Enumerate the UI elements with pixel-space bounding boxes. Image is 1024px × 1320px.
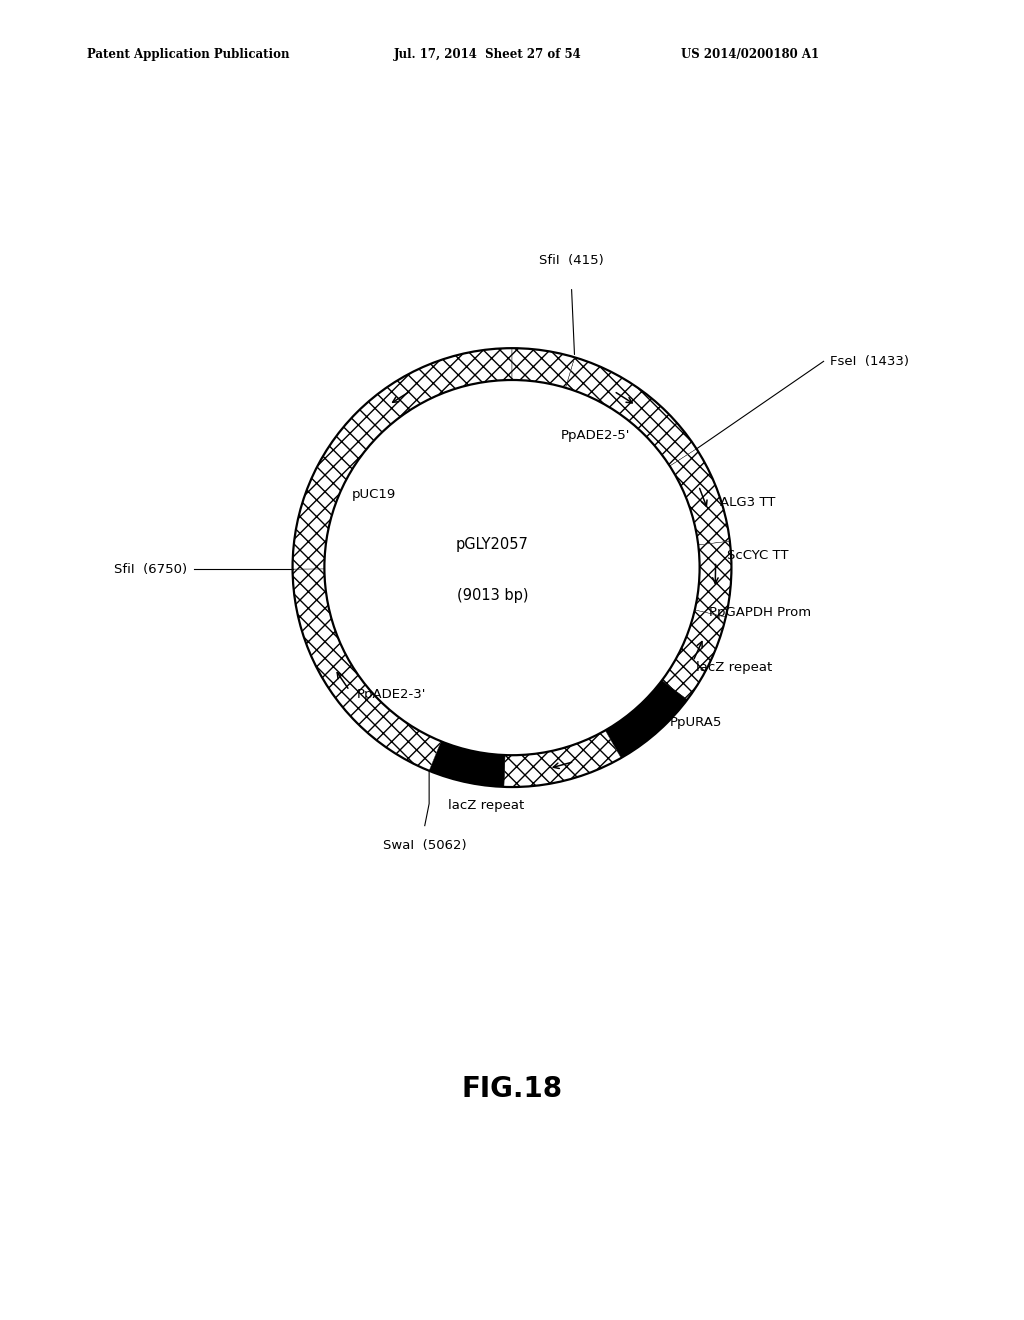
Polygon shape [565,358,696,466]
Polygon shape [293,348,731,787]
Text: (9013 bp): (9013 bp) [457,587,528,602]
Text: PpADE2-3': PpADE2-3' [356,688,426,701]
Text: FseI  (1433): FseI (1433) [830,355,909,368]
Polygon shape [670,449,730,545]
Text: FIG.18: FIG.18 [462,1074,562,1104]
Text: PpADE2-5': PpADE2-5' [560,429,630,442]
Text: lacZ repeat: lacZ repeat [447,799,524,812]
Polygon shape [504,730,622,787]
Text: SfiI  (415): SfiI (415) [539,253,604,267]
Text: PpURA5: PpURA5 [670,715,722,729]
Text: ScCYC TT: ScCYC TT [727,549,788,562]
Text: PpGAPDH Prom: PpGAPDH Prom [710,606,812,619]
Text: pGLY2057: pGLY2057 [456,537,528,552]
Polygon shape [662,610,726,700]
Polygon shape [293,348,512,569]
Text: pUC19: pUC19 [351,487,396,500]
Polygon shape [429,742,505,787]
Text: ALG3 TT: ALG3 TT [721,496,776,510]
Polygon shape [293,569,441,771]
Text: SfiI  (6750): SfiI (6750) [114,562,187,576]
Polygon shape [694,541,731,618]
Text: Patent Application Publication: Patent Application Publication [87,48,290,61]
Text: SwaI  (5062): SwaI (5062) [383,838,467,851]
Text: lacZ repeat: lacZ repeat [696,661,772,675]
Text: US 2014/0200180 A1: US 2014/0200180 A1 [681,48,819,61]
Polygon shape [605,681,687,758]
Polygon shape [512,348,574,388]
Text: Jul. 17, 2014  Sheet 27 of 54: Jul. 17, 2014 Sheet 27 of 54 [394,48,582,61]
